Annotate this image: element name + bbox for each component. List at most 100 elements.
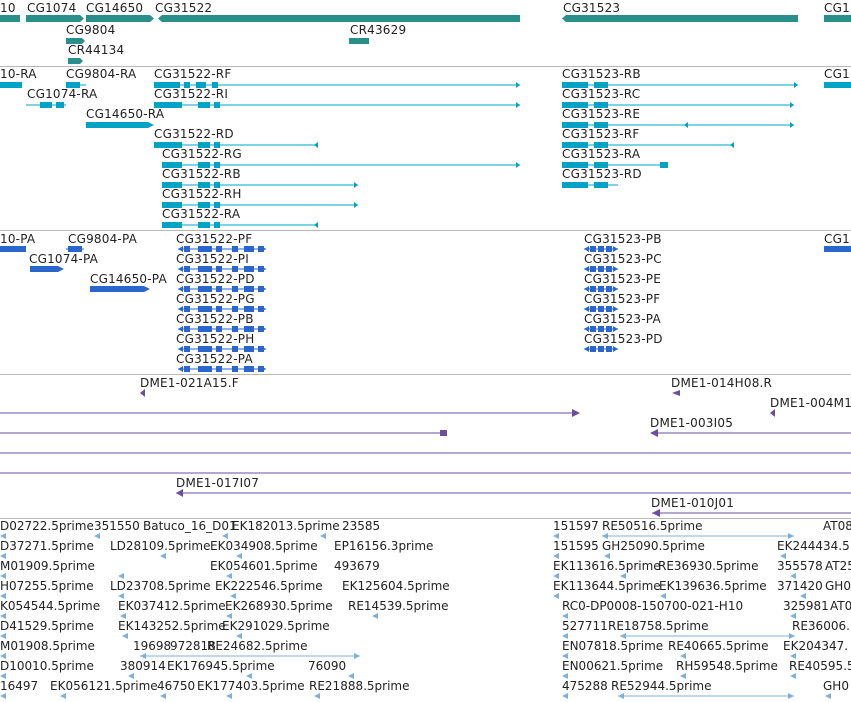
est-direction-arrow[interactable] [0, 553, 6, 559]
protein-isoform-glyph[interactable] [178, 326, 266, 332]
isoform-exon[interactable] [590, 266, 596, 272]
est-label[interactable]: GH0 [825, 579, 851, 593]
isoform-arrow[interactable] [178, 346, 183, 352]
clone-label[interactable]: DME1-017I07 [176, 476, 260, 490]
isoform-arrow[interactable] [261, 286, 266, 292]
transcript-label[interactable]: CG31522-RI [154, 87, 229, 101]
isoform-arrow[interactable] [261, 266, 266, 272]
transcript-label[interactable]: CG31522-RB [162, 167, 241, 181]
est-direction-arrow[interactable] [562, 693, 568, 699]
est-label[interactable]: AT25 [825, 559, 851, 573]
transcript-label[interactable]: CG31523-RE [562, 107, 641, 121]
est-label[interactable]: 493679 [334, 559, 380, 573]
est-label[interactable]: RC0-DP0008-150700-021-H10 [562, 599, 744, 613]
est-direction-arrow[interactable] [246, 673, 252, 679]
est-label[interactable]: LD28109.5prime [110, 539, 211, 553]
isoform-arrow[interactable] [584, 266, 589, 272]
isoform-exon[interactable] [198, 266, 212, 272]
est-direction-arrow[interactable] [562, 673, 568, 679]
est-label[interactable]: 76090 [308, 659, 347, 673]
est-direction-arrow[interactable] [226, 613, 232, 619]
gene-label-cg1[interactable]: CG1 [824, 1, 850, 15]
gene-label-cg31523[interactable]: CG31523 [563, 1, 621, 15]
isoform-exon[interactable] [216, 246, 222, 252]
isoform-exon[interactable] [232, 246, 238, 252]
gene-glyph-cr43629[interactable] [349, 38, 369, 44]
est-label[interactable]: EN07818.5prime [562, 639, 664, 653]
est-direction-arrow[interactable] [620, 633, 626, 639]
protein-label[interactable]: CG31522-PG [176, 292, 255, 306]
isoform-exon[interactable] [216, 346, 222, 352]
isoform-arrow[interactable] [178, 286, 183, 292]
est-direction-arrow[interactable] [60, 693, 66, 699]
protein-label[interactable]: CG31523-PC [584, 252, 662, 266]
est-label[interactable]: 380914 [120, 659, 166, 673]
est-label[interactable]: EK268930.5prime [225, 599, 333, 613]
est-label[interactable]: 351550 [94, 519, 140, 533]
protein-isoform-glyph[interactable] [584, 246, 618, 252]
gene-label-cg1074[interactable]: CG1074 [27, 1, 77, 15]
est-label[interactable]: 371420 [777, 579, 823, 593]
est-label[interactable]: 325981 [783, 599, 829, 613]
protein-isoform-glyph[interactable] [178, 366, 266, 372]
est-label[interactable]: EN00621.5prime [562, 659, 664, 673]
isoform-exon[interactable] [606, 326, 612, 332]
est-direction-arrow[interactable] [0, 673, 6, 679]
est-label[interactable]: AT08 [823, 519, 851, 533]
isoform-exon[interactable] [232, 346, 238, 352]
est-direction-arrow[interactable] [553, 553, 559, 559]
isoform-arrow[interactable] [178, 266, 183, 272]
est-direction-arrow[interactable] [236, 553, 242, 559]
protein-label[interactable]: CG31522-PI [176, 252, 249, 266]
isoform-exon[interactable] [184, 286, 190, 292]
est-label[interactable]: RH59548.5prime [676, 659, 778, 673]
est-label[interactable]: H07255.5prime [0, 579, 94, 593]
est-direction-arrow[interactable] [354, 653, 360, 659]
est-direction-arrow[interactable] [118, 593, 124, 599]
isoform-arrow[interactable] [584, 246, 589, 252]
transcript-label[interactable]: CG31523-RA [562, 147, 641, 161]
isoform-exon[interactable] [598, 326, 604, 332]
est-label[interactable]: D41529.5prime [0, 619, 94, 633]
isoform-arrow[interactable] [178, 246, 183, 252]
est-label[interactable]: 16497 [0, 679, 39, 693]
est-label[interactable]: RE18758.5prime [608, 619, 709, 633]
isoform-exon[interactable] [598, 286, 604, 292]
est-direction-arrow[interactable] [0, 533, 6, 539]
protein-isoform-glyph[interactable] [584, 266, 618, 272]
protein-label[interactable]: CG31522-PB [176, 312, 254, 326]
isoform-arrow[interactable] [613, 306, 618, 312]
protein-label[interactable]: CG31522-PH [176, 332, 255, 346]
est-label[interactable]: LD23708.5prime [110, 579, 211, 593]
isoform-exon[interactable] [598, 266, 604, 272]
isoform-arrow[interactable] [613, 326, 618, 332]
est-label[interactable]: RE50516.5prime [602, 519, 703, 533]
est-direction-arrow[interactable] [790, 653, 796, 659]
est-direction-arrow[interactable] [0, 593, 6, 599]
transcript-label[interactable]: CG31523-RD [562, 167, 642, 181]
protein-label[interactable]: CG9804-PA [68, 232, 138, 246]
est-direction-arrow[interactable] [320, 533, 326, 539]
est-label[interactable]: D37271.5prime [0, 539, 94, 553]
protein-label[interactable]: CG31523-PB [584, 232, 662, 246]
est-label[interactable]: EK034908.5prime [210, 539, 318, 553]
gene-glyph-10[interactable] [0, 15, 20, 22]
transcript-label[interactable]: CG31523-RF [562, 127, 640, 141]
est-label[interactable]: EK143252.5prime [118, 619, 226, 633]
est-direction-arrow[interactable] [372, 613, 378, 619]
isoform-exon[interactable] [184, 366, 190, 372]
protein-label[interactable]: CG31523-PA [584, 312, 661, 326]
isoform-exon[interactable] [244, 246, 254, 252]
est-label[interactable]: RE14539.5prime [348, 599, 449, 613]
isoform-exon[interactable] [184, 326, 190, 332]
isoform-arrow[interactable] [178, 306, 183, 312]
gene-glyph-cr44134[interactable] [68, 58, 83, 64]
est-direction-arrow[interactable] [790, 673, 796, 679]
protein-label[interactable]: CG31522-PF [176, 232, 253, 246]
isoform-exon[interactable] [198, 246, 212, 252]
est-label[interactable]: EK222546.5prime [215, 579, 323, 593]
transcript-label[interactable]: CG1 [824, 67, 850, 81]
isoform-arrow[interactable] [261, 306, 266, 312]
isoform-exon[interactable] [244, 286, 254, 292]
est-direction-arrow[interactable] [226, 693, 232, 699]
